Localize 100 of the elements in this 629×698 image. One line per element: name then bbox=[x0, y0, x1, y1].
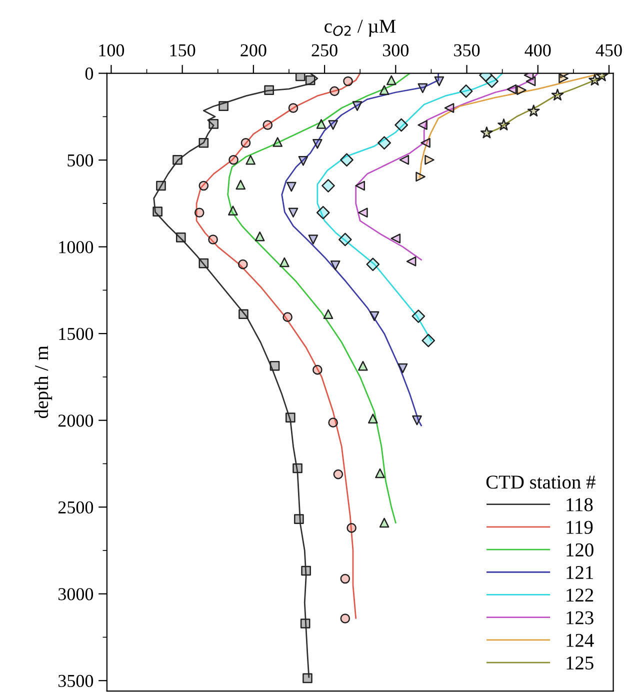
point bbox=[236, 180, 246, 190]
point bbox=[300, 618, 310, 628]
point bbox=[394, 118, 408, 132]
point bbox=[358, 360, 368, 371]
point bbox=[399, 154, 410, 165]
y-tick-label: 1500 bbox=[59, 328, 94, 340]
legend-label: 125 bbox=[566, 656, 594, 670]
point bbox=[422, 334, 436, 348]
point bbox=[378, 136, 391, 150]
point bbox=[526, 76, 536, 86]
legend-label: 124 bbox=[566, 634, 594, 647]
point bbox=[444, 103, 454, 113]
point bbox=[208, 234, 218, 244]
x-tick-label: 300 bbox=[382, 44, 409, 56]
x-tick-label: 250 bbox=[312, 44, 338, 56]
y-tick-label: 3000 bbox=[58, 588, 94, 600]
point bbox=[424, 154, 434, 165]
point bbox=[340, 574, 350, 584]
point bbox=[292, 463, 302, 474]
x-tick-label: 350 bbox=[454, 44, 480, 56]
point bbox=[295, 73, 306, 82]
y-tick-label: 0 bbox=[85, 68, 94, 80]
y-axis-title: depth / m bbox=[34, 346, 52, 418]
point bbox=[312, 139, 322, 149]
point bbox=[264, 85, 274, 96]
point bbox=[390, 234, 401, 244]
point bbox=[198, 138, 209, 148]
point bbox=[156, 180, 166, 191]
point bbox=[194, 208, 204, 218]
point bbox=[286, 412, 296, 422]
point bbox=[330, 86, 340, 96]
point bbox=[262, 120, 273, 130]
y-tick-label: 3500 bbox=[58, 674, 94, 688]
legend-label: 118 bbox=[566, 498, 593, 512]
point bbox=[328, 120, 338, 130]
point bbox=[558, 73, 568, 84]
point bbox=[240, 138, 251, 148]
line-series bbox=[355, 73, 539, 261]
point bbox=[198, 180, 209, 191]
point bbox=[343, 76, 353, 86]
point bbox=[369, 311, 380, 322]
point bbox=[305, 75, 316, 86]
point bbox=[238, 259, 248, 270]
point bbox=[416, 172, 426, 182]
point bbox=[412, 310, 426, 323]
point bbox=[228, 206, 238, 216]
point bbox=[298, 156, 308, 166]
point bbox=[246, 154, 256, 165]
legend-label: 120 bbox=[566, 543, 594, 557]
point bbox=[270, 360, 280, 371]
point bbox=[301, 566, 311, 576]
point bbox=[228, 154, 238, 165]
point bbox=[480, 126, 493, 138]
point bbox=[366, 258, 380, 272]
y-tick-label: 1000 bbox=[59, 241, 94, 254]
point bbox=[434, 76, 444, 86]
point bbox=[308, 234, 318, 244]
point bbox=[340, 153, 354, 167]
legend-label: 122 bbox=[566, 588, 594, 602]
point bbox=[379, 518, 390, 528]
legend-title: CTD station # bbox=[486, 476, 596, 489]
point bbox=[418, 83, 428, 94]
point bbox=[498, 118, 510, 130]
y-tick-label: 2000 bbox=[58, 414, 94, 427]
line-series bbox=[196, 73, 361, 619]
point bbox=[288, 208, 298, 218]
point bbox=[459, 84, 473, 98]
x-tick-label: 100 bbox=[99, 44, 124, 56]
point bbox=[316, 119, 326, 129]
x-tick-label: 400 bbox=[524, 44, 551, 56]
point bbox=[208, 119, 219, 129]
point bbox=[330, 260, 340, 270]
point bbox=[323, 309, 334, 320]
point bbox=[312, 364, 322, 375]
point bbox=[272, 137, 283, 147]
point bbox=[338, 232, 352, 246]
point bbox=[412, 415, 422, 426]
point bbox=[485, 74, 498, 88]
point bbox=[152, 206, 162, 216]
point bbox=[516, 85, 526, 96]
point bbox=[588, 74, 601, 86]
point bbox=[238, 309, 248, 320]
point bbox=[328, 418, 338, 428]
point bbox=[340, 614, 350, 624]
x-tick-label: 150 bbox=[170, 44, 196, 56]
x-tick-label: 200 bbox=[240, 44, 266, 56]
line-series bbox=[227, 73, 411, 524]
point bbox=[322, 179, 335, 192]
point bbox=[280, 257, 290, 268]
point bbox=[316, 206, 330, 220]
point bbox=[506, 84, 517, 94]
point bbox=[398, 363, 408, 374]
point bbox=[198, 258, 209, 268]
x-tick-label: 450 bbox=[596, 44, 622, 56]
point bbox=[418, 120, 428, 130]
point bbox=[551, 88, 564, 100]
point bbox=[172, 154, 182, 165]
point bbox=[294, 514, 304, 524]
point bbox=[406, 256, 416, 266]
x-axis-title: c$_{O2}$ / µM bbox=[324, 20, 396, 37]
